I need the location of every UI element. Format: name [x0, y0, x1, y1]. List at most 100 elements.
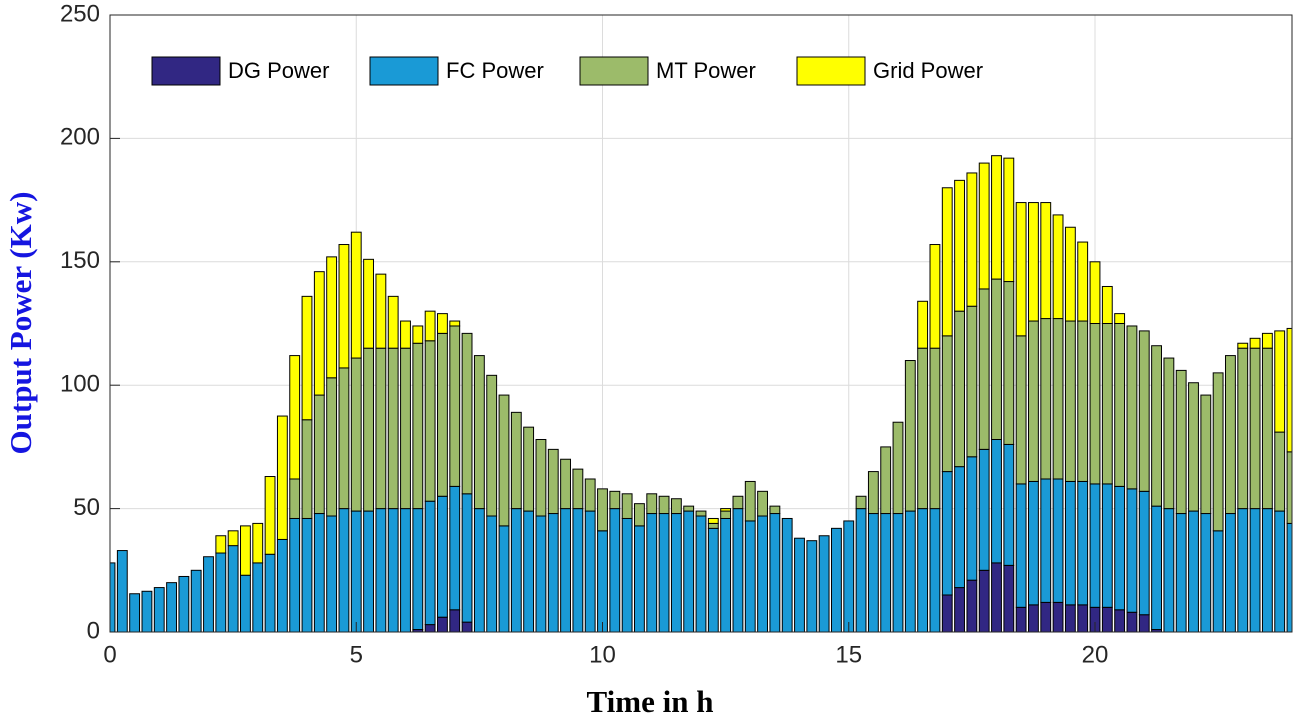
- bar-segment: [1015, 202, 1027, 337]
- bar-segment: [769, 505, 781, 515]
- bar-segment: [966, 305, 978, 458]
- bar-segment: [794, 537, 805, 632]
- bar-segment: [978, 288, 990, 450]
- bar-segment: [387, 295, 399, 349]
- bar-segment: [1237, 342, 1249, 349]
- y-tick-label: 250: [60, 0, 100, 27]
- bar-segment: [572, 508, 584, 632]
- bar-segment: [363, 510, 374, 632]
- bar-segment: [1028, 202, 1039, 322]
- bar-segment: [190, 569, 202, 632]
- bar-segment: [855, 508, 867, 632]
- bar-segment: [240, 525, 251, 576]
- bar-segment: [153, 587, 165, 632]
- bar-segment: [412, 342, 424, 510]
- bar-segment: [326, 515, 338, 632]
- bar-segment: [1114, 485, 1126, 611]
- bar-segment: [215, 552, 227, 632]
- bar-segment: [264, 476, 276, 555]
- bar-segment: [215, 535, 227, 554]
- bar-segment: [1225, 513, 1236, 632]
- bar-segment: [338, 244, 350, 369]
- x-tick-label: 10: [589, 641, 616, 668]
- bar-segment: [412, 508, 424, 631]
- bar-segment: [264, 553, 276, 632]
- bar-segment: [1114, 323, 1126, 487]
- bar-segment: [720, 517, 732, 632]
- bar-segment: [375, 508, 387, 632]
- bar-segment: [929, 347, 941, 510]
- bar-segment: [1040, 318, 1052, 480]
- bar-segment: [954, 587, 965, 632]
- bar-segment: [941, 594, 953, 632]
- bar-segment: [695, 510, 707, 517]
- bar-segment: [1188, 510, 1199, 632]
- legend-swatch: [579, 56, 649, 86]
- bar-segment: [1064, 226, 1076, 322]
- bar-segment: [424, 310, 436, 342]
- bar-segment: [978, 448, 990, 571]
- bar-segment: [1077, 604, 1089, 632]
- bar-segment: [141, 590, 153, 632]
- bar-segment: [1225, 355, 1236, 515]
- bar-segment: [1237, 347, 1249, 510]
- y-tick-label: 100: [60, 371, 100, 398]
- bar-segment: [498, 394, 510, 527]
- bar-segment: [313, 271, 325, 396]
- bar-segment: [1015, 335, 1027, 485]
- bar-segment: [1064, 604, 1076, 632]
- bar-segment: [338, 367, 350, 510]
- bar-segment: [1138, 330, 1150, 492]
- bar-segment: [646, 493, 658, 515]
- bar-segment: [1212, 372, 1224, 532]
- bar-segment: [1028, 604, 1039, 632]
- bar-segment: [917, 347, 929, 510]
- y-tick-label: 150: [60, 247, 100, 274]
- bar-segment: [498, 525, 510, 632]
- bar-segment: [954, 466, 965, 589]
- bar-segment: [412, 325, 424, 344]
- bar-segment: [227, 530, 239, 547]
- bar-segment: [313, 513, 325, 632]
- bar-segment: [387, 347, 399, 510]
- bar-segment: [1064, 480, 1076, 606]
- y-axis-label: Output Power (Kw): [3, 192, 38, 455]
- bar-segment: [1114, 313, 1126, 324]
- bar-segment: [560, 508, 571, 632]
- bar-segment: [252, 562, 264, 632]
- bar-segment: [510, 508, 522, 632]
- bar-segment: [1261, 508, 1273, 632]
- bar-segment: [904, 510, 916, 632]
- axes: 0 50 100 150 200 250 0 5 10 15 20: [60, 0, 1108, 668]
- bar-segment: [707, 527, 719, 632]
- bar-segment: [227, 545, 239, 632]
- bar-segment: [646, 513, 658, 632]
- bar-segment: [584, 510, 596, 632]
- bar-segment: [289, 517, 301, 632]
- bar-segment: [437, 313, 448, 334]
- bar-segment: [621, 517, 633, 632]
- bar-segment: [831, 527, 842, 632]
- bar-segment: [769, 513, 781, 632]
- bar-segment: [1064, 320, 1076, 482]
- bar-segment: [941, 187, 953, 337]
- legend-swatch: [151, 56, 221, 86]
- bar-segment: [1089, 323, 1101, 485]
- bar-segment: [1101, 483, 1113, 608]
- bar-segment: [929, 508, 941, 632]
- bar-segment: [1003, 157, 1015, 283]
- bar-segment: [486, 515, 498, 632]
- bar-segment: [966, 579, 978, 632]
- bar-segment: [424, 500, 436, 626]
- bar-segment: [350, 510, 362, 632]
- legend-label: Grid Power: [873, 58, 983, 83]
- bar-segment: [203, 556, 214, 632]
- bar-segment: [523, 510, 535, 632]
- bar-segment: [326, 256, 338, 379]
- bar-segment: [818, 535, 830, 632]
- bar-segment: [1003, 281, 1015, 445]
- legend: DG Power FC Power MT Power Grid Power: [151, 56, 983, 86]
- bar-segment: [1249, 347, 1261, 510]
- bar-segment: [1052, 601, 1064, 632]
